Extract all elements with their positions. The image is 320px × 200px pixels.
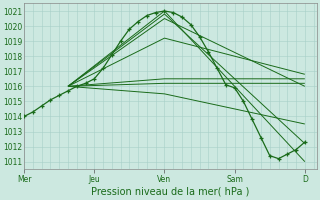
X-axis label: Pression niveau de la mer( hPa ): Pression niveau de la mer( hPa ) [91,187,250,197]
